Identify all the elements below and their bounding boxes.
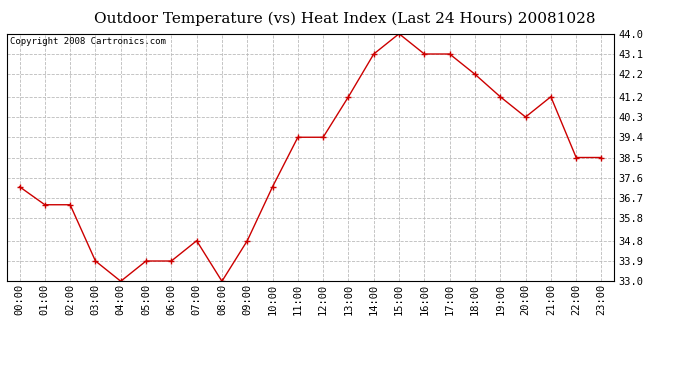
- Text: Copyright 2008 Cartronics.com: Copyright 2008 Cartronics.com: [10, 38, 166, 46]
- Text: Outdoor Temperature (vs) Heat Index (Last 24 Hours) 20081028: Outdoor Temperature (vs) Heat Index (Las…: [95, 11, 595, 26]
